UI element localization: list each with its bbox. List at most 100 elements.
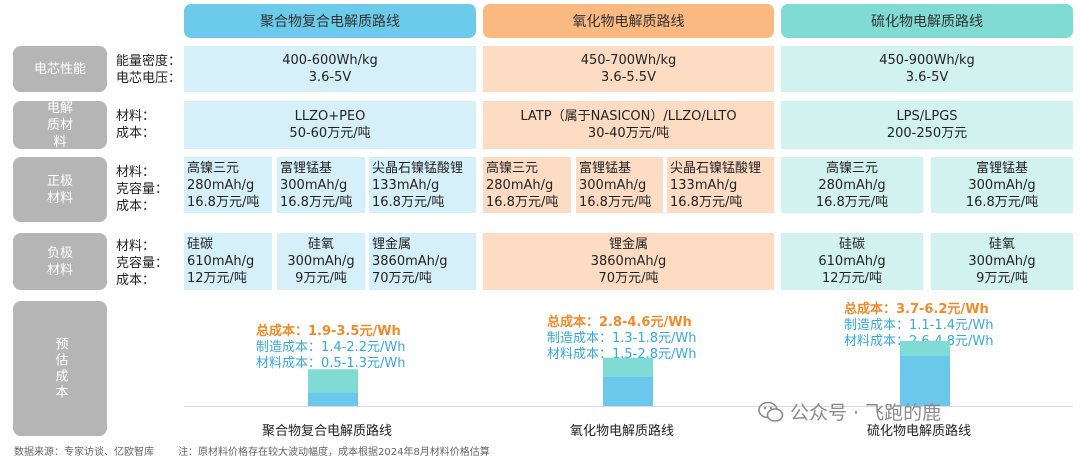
field-label: 材料： bbox=[116, 239, 156, 254]
perf-cell-polymer: 400-600Wh/kg 3.6-5V bbox=[184, 46, 476, 92]
row-label-cell-performance: 电芯性能 bbox=[13, 46, 107, 92]
total-cost-label: 总成本：1.9-3.5元/Wh bbox=[256, 324, 401, 339]
field-label: 电芯电压： bbox=[116, 71, 182, 86]
cathode-capacity: 280mAh/g bbox=[818, 177, 886, 193]
row-label-text: 负极材料 bbox=[46, 245, 73, 278]
row-label-electrolyte: 电解质材料 bbox=[13, 100, 107, 150]
electrolyte-material: LATP（属于NASICON）/LLZO/LLTO bbox=[520, 109, 737, 124]
anode-capacity: 610mAh/g bbox=[187, 254, 255, 269]
cathode-material: 高镍三元 bbox=[187, 160, 240, 176]
anode-material: 硅碳 bbox=[838, 237, 865, 252]
cathode-cell: 高镍三元 280mAh/g 16.8万元/吨 bbox=[781, 157, 923, 213]
anode-material: 锂金属 bbox=[372, 237, 412, 252]
anode-material: 硅碳 bbox=[187, 237, 214, 252]
cathode-cost: 16.8万元/吨 bbox=[815, 194, 889, 210]
cathode-cell: 高镍三元 280mAh/g 16.8万元/吨 bbox=[184, 157, 272, 213]
cathode-cost: 16.8万元/吨 bbox=[372, 194, 445, 210]
wechat-icon bbox=[758, 401, 784, 423]
manufacturing-cost-label: 制造成本：1.1-1.4元/Wh bbox=[844, 318, 994, 333]
field-label: 能量密度： bbox=[116, 54, 182, 69]
route-header-oxide: 氧化物电解质路线 bbox=[483, 4, 774, 38]
perf-cell-sulfide: 450-900Wh/kg 3.6-5V bbox=[781, 46, 1073, 92]
anode-cell: 硅氧 300mAh/g 9万元/吨 bbox=[931, 233, 1073, 290]
anode-capacity: 3860mAh/g bbox=[372, 254, 448, 269]
electrolyte-material: LLZO+PEO bbox=[294, 109, 366, 124]
voltage-value: 3.6-5V bbox=[905, 70, 949, 85]
watermark: 公众号 · 飞跑的鹿 bbox=[758, 398, 941, 425]
perf-cell-oxide: 450-700Wh/kg 3.6-5.5V bbox=[483, 46, 774, 92]
anode-cost: 12万元/吨 bbox=[822, 271, 882, 286]
route-name-sulfide: 硫化物电解质路线 bbox=[867, 424, 972, 439]
electrolyte-cell-oxide: LATP（属于NASICON）/LLZO/LLTO 30-40万元/吨 bbox=[483, 101, 774, 149]
electrolyte-cost: 50-60万元/吨 bbox=[289, 126, 371, 141]
cathode-cost: 16.8万元/吨 bbox=[486, 194, 559, 210]
cathode-material: 富锂锰基 bbox=[280, 160, 333, 176]
cathode-cell: 尖晶石镍锰酸锂 133mAh/g 16.8万元/吨 bbox=[369, 157, 476, 213]
anode-material: 硅氧 bbox=[988, 237, 1015, 252]
cathode-material: 高镍三元 bbox=[825, 160, 878, 176]
cathode-material: 富锂锰基 bbox=[579, 160, 632, 176]
cathode-material: 尖晶石镍锰酸锂 bbox=[372, 160, 464, 176]
cathode-cell: 尖晶石镍锰酸锂 133mAh/g 16.8万元/吨 bbox=[667, 157, 774, 213]
cathode-cell: 富锂锰基 300mAh/g 16.8万元/吨 bbox=[277, 157, 365, 213]
manufacturing-cost-label: 制造成本：1.3-1.8元/Wh bbox=[547, 331, 697, 346]
manufacturing-cost-label: 制造成本：1.4-2.2元/Wh bbox=[256, 340, 406, 355]
footer-note: 注：原材料价格存在较大波动幅度，成本根据2024年8月材料价格估算 bbox=[178, 447, 490, 458]
field-label: 成本： bbox=[116, 199, 156, 214]
route-header-sulfide: 硫化物电解质路线 bbox=[781, 4, 1073, 38]
field-label: 克容量： bbox=[116, 256, 169, 271]
electrolyte-material: LPS/LPGS bbox=[896, 109, 958, 124]
material-cost-bar bbox=[900, 355, 950, 406]
row-label-estimated-cost: 预估成本 bbox=[13, 301, 107, 436]
cathode-cost: 16.8万元/吨 bbox=[187, 194, 260, 210]
cathode-cost: 16.8万元/吨 bbox=[670, 194, 743, 210]
cathode-capacity: 280mAh/g bbox=[486, 177, 554, 193]
anode-cell: 锂金属 3860mAh/g 70万元/吨 bbox=[369, 233, 476, 290]
cathode-field-labels: 材料： 克容量： 成本： bbox=[116, 164, 186, 215]
anode-cost: 70万元/吨 bbox=[598, 271, 659, 286]
anode-capacity: 300mAh/g bbox=[968, 254, 1036, 269]
footer-source: 数据来源：专家访谈、亿欧智库 bbox=[14, 447, 154, 458]
anode-cost: 12万元/吨 bbox=[187, 271, 247, 286]
anode-material: 硅氧 bbox=[307, 237, 334, 252]
cathode-cost: 16.8万元/吨 bbox=[280, 194, 353, 210]
cathode-material: 高镍三元 bbox=[486, 160, 539, 176]
cathode-capacity: 300mAh/g bbox=[968, 177, 1036, 193]
electrolyte-field-labels: 材料： 成本： bbox=[116, 108, 186, 142]
electrolyte-cell-polymer: LLZO+PEO 50-60万元/吨 bbox=[184, 101, 476, 149]
material-cost-label: 材料成本：1.5-2.8元/Wh bbox=[547, 347, 697, 362]
energy-density-value: 450-900Wh/kg bbox=[879, 53, 975, 68]
cost-labels-polymer: 总成本：1.9-3.5元/Wh 制造成本：1.4-2.2元/Wh 材料成本：0.… bbox=[256, 324, 406, 372]
row-label-cathode: 正极材料 bbox=[13, 157, 107, 222]
cathode-material: 富锂锰基 bbox=[975, 160, 1028, 176]
electrolyte-cost: 200-250万元 bbox=[886, 126, 968, 141]
cathode-cell: 高镍三元 280mAh/g 16.8万元/吨 bbox=[483, 157, 571, 213]
cost-bars-chart bbox=[308, 340, 950, 406]
field-label: 成本： bbox=[116, 126, 156, 141]
row-label-text: 正极材料 bbox=[46, 173, 73, 206]
anode-capacity: 3860mAh/g bbox=[590, 254, 667, 269]
cathode-capacity: 280mAh/g bbox=[187, 177, 255, 193]
anode-cell: 锂金属 3860mAh/g 70万元/吨 bbox=[483, 233, 774, 290]
electrolyte-cost: 30-40万元/吨 bbox=[587, 126, 670, 141]
anode-cost: 70万元/吨 bbox=[372, 271, 432, 286]
anode-capacity: 610mAh/g bbox=[818, 254, 886, 269]
voltage-value: 3.6-5V bbox=[308, 70, 352, 85]
manufacturing-cost-bar bbox=[900, 340, 950, 356]
manufacturing-cost-bar bbox=[308, 369, 358, 393]
material-cost-label: 材料成本：0.5-1.3元/Wh bbox=[256, 356, 406, 371]
cost-labels-oxide: 总成本：2.8-4.6元/Wh 制造成本：1.3-1.8元/Wh 材料成本：1.… bbox=[547, 315, 697, 363]
cathode-cost: 16.8万元/吨 bbox=[965, 194, 1039, 210]
material-cost-bar bbox=[603, 376, 653, 406]
row-label-text: 电解质材料 bbox=[46, 100, 73, 150]
field-label: 成本： bbox=[116, 273, 156, 288]
watermark-text: 公众号 · 飞跑的鹿 bbox=[790, 402, 942, 424]
anode-cost: 9万元/吨 bbox=[976, 271, 1028, 286]
voltage-value: 3.6-5.5V bbox=[601, 70, 656, 85]
anode-cell: 硅氧 300mAh/g 9万元/吨 bbox=[277, 233, 365, 290]
route-header-polymer: 聚合物复合电解质路线 bbox=[184, 4, 476, 38]
cathode-cost: 16.8万元/吨 bbox=[579, 194, 652, 210]
anode-cell: 硅碳 610mAh/g 12万元/吨 bbox=[184, 233, 272, 290]
route-name-oxide: 氧化物电解质路线 bbox=[570, 424, 675, 439]
total-cost-label: 总成本：3.7-6.2元/Wh bbox=[844, 302, 989, 317]
